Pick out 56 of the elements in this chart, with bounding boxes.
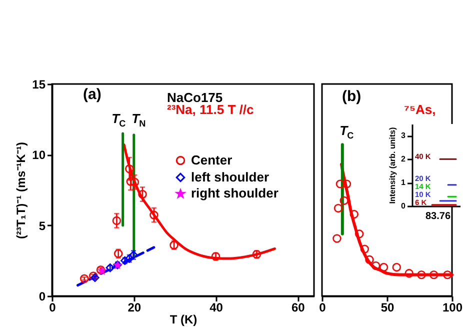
point bbox=[332, 234, 342, 243]
point bbox=[360, 244, 369, 254]
y-tick-label: 2 bbox=[401, 154, 406, 164]
x-axis-title: T (K) bbox=[170, 312, 198, 326]
point bbox=[150, 210, 158, 220]
x-tick-label: 50 bbox=[380, 300, 394, 314]
text: ⁷⁵As, bbox=[404, 102, 436, 117]
point bbox=[129, 250, 138, 260]
point bbox=[80, 274, 89, 283]
y-tick-label: 0 bbox=[38, 290, 46, 304]
point bbox=[350, 210, 358, 219]
point bbox=[336, 180, 345, 188]
point bbox=[211, 252, 220, 261]
annotation: NaCo175 bbox=[167, 90, 223, 105]
annotation: 83.76 bbox=[426, 211, 451, 222]
point bbox=[354, 230, 364, 238]
legend-label: left shoulder bbox=[191, 169, 270, 184]
point bbox=[340, 196, 348, 205]
point bbox=[252, 250, 262, 259]
point bbox=[334, 204, 343, 213]
legend-label: right shoulder bbox=[191, 185, 278, 200]
point bbox=[392, 262, 401, 272]
y-tick-label: 10 bbox=[32, 148, 46, 162]
point bbox=[371, 261, 380, 270]
point bbox=[125, 164, 134, 174]
point bbox=[404, 268, 414, 278]
point bbox=[365, 255, 374, 264]
point bbox=[417, 270, 426, 280]
y-tick-label: 5 bbox=[38, 218, 46, 233]
point bbox=[429, 270, 438, 280]
x-tick-label: 20 bbox=[128, 300, 142, 314]
x-tick-label: 40 bbox=[210, 300, 224, 314]
point bbox=[138, 190, 147, 199]
annotation: ²³Na, 11.5 T //c bbox=[167, 102, 254, 117]
point bbox=[130, 178, 140, 186]
point bbox=[126, 177, 135, 186]
legend-label: Center bbox=[191, 152, 232, 168]
point bbox=[170, 240, 178, 250]
x-tick-label: 60 bbox=[291, 300, 306, 314]
y-tick-label: 3 bbox=[401, 131, 406, 140]
text: (b) bbox=[342, 88, 362, 105]
x-tick-label: 0 bbox=[49, 300, 56, 314]
point bbox=[106, 263, 114, 272]
point bbox=[443, 270, 452, 280]
y-axis-title: (²³T₁T)⁻¹ (ms⁻¹K⁻¹) bbox=[14, 142, 28, 239]
point bbox=[379, 262, 388, 272]
y-tick-label: 15 bbox=[32, 78, 46, 92]
y-tick-label: 0 bbox=[401, 202, 406, 210]
point bbox=[112, 216, 122, 226]
point bbox=[114, 249, 123, 258]
x-tick-label: 100 bbox=[442, 300, 463, 314]
y-tick-label: 1 bbox=[401, 178, 406, 188]
y-axis-title: Intensity (arb. units) bbox=[388, 126, 398, 204]
x-tick-label: 0 bbox=[319, 300, 326, 314]
point bbox=[342, 180, 352, 188]
annotation: (a) bbox=[83, 86, 102, 103]
